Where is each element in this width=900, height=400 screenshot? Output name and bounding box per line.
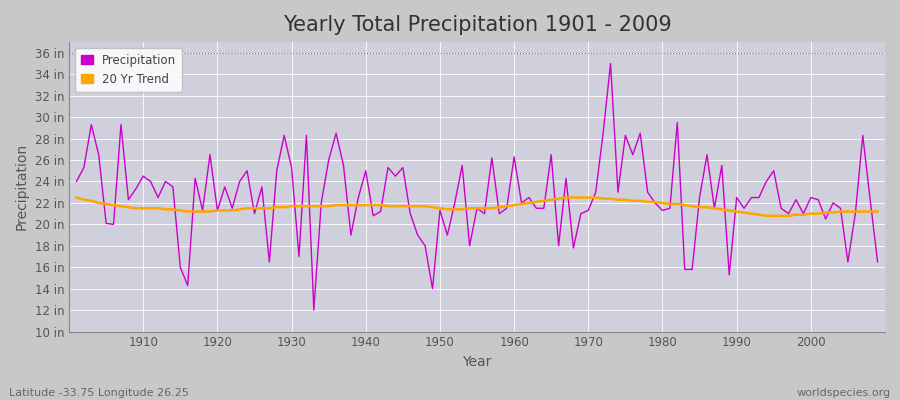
Title: Yearly Total Precipitation 1901 - 2009: Yearly Total Precipitation 1901 - 2009	[283, 15, 671, 35]
Precipitation	[508, 154, 519, 159]
Precipitation	[346, 233, 356, 238]
Y-axis label: Precipitation: Precipitation	[15, 143, 29, 230]
20 Yr Trend	[501, 204, 512, 208]
X-axis label: Year: Year	[463, 355, 491, 369]
Precipitation	[613, 190, 624, 195]
Text: Latitude -33.75 Longitude 26.25: Latitude -33.75 Longitude 26.25	[9, 388, 189, 398]
Precipitation	[309, 308, 320, 312]
20 Yr Trend	[338, 203, 349, 208]
Text: worldspecies.org: worldspecies.org	[796, 388, 891, 398]
Precipitation	[71, 179, 82, 184]
20 Yr Trend	[598, 196, 608, 201]
Legend: Precipitation, 20 Yr Trend: Precipitation, 20 Yr Trend	[75, 48, 182, 92]
20 Yr Trend	[872, 209, 883, 214]
20 Yr Trend	[130, 206, 141, 211]
Precipitation	[605, 61, 616, 66]
Precipitation	[516, 200, 526, 205]
Precipitation	[293, 254, 304, 259]
Precipitation	[130, 186, 141, 191]
Line: 20 Yr Trend: 20 Yr Trend	[76, 198, 878, 216]
20 Yr Trend	[508, 203, 519, 208]
20 Yr Trend	[71, 195, 82, 200]
Line: Precipitation: Precipitation	[76, 64, 878, 310]
20 Yr Trend	[293, 204, 304, 208]
20 Yr Trend	[760, 213, 771, 218]
Precipitation	[872, 260, 883, 264]
